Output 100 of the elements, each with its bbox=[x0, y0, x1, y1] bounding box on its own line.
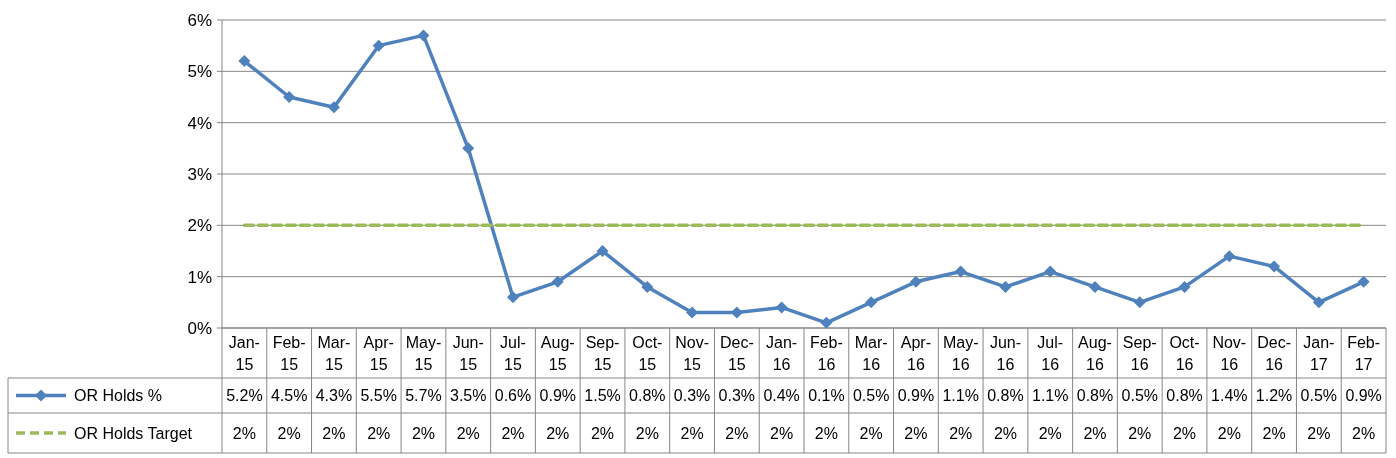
y-tick-label: 0% bbox=[187, 318, 212, 338]
data-label: 2% bbox=[814, 424, 838, 442]
point bbox=[507, 291, 519, 304]
point bbox=[283, 91, 296, 103]
data-label: 2% bbox=[1307, 424, 1331, 442]
data-label: 0.8% bbox=[987, 387, 1024, 405]
x-tick-label: Jun-16 bbox=[989, 334, 1022, 373]
data-label: 2% bbox=[456, 424, 480, 442]
x-tick-label: Feb-17 bbox=[1347, 334, 1381, 373]
data-label: 0.3% bbox=[673, 387, 711, 405]
data-label: 2% bbox=[635, 424, 659, 442]
x-tick-label: Dec-16 bbox=[1257, 334, 1291, 373]
x-tick-label: Jul-16 bbox=[1037, 334, 1064, 373]
data-label: 2% bbox=[1083, 424, 1107, 442]
data-label: 5.7% bbox=[405, 387, 442, 405]
point bbox=[1268, 260, 1281, 273]
data-label: 2% bbox=[1262, 424, 1286, 442]
y-tick-label: 3% bbox=[187, 164, 212, 184]
data-label: 0.1% bbox=[808, 387, 845, 405]
data-label: 0.8% bbox=[1166, 387, 1203, 405]
x-tick-label: Mar-16 bbox=[854, 334, 888, 373]
x-tick-label: Feb-15 bbox=[272, 334, 306, 373]
x-tick-label: Oct-15 bbox=[632, 334, 663, 373]
data-label: 2% bbox=[1352, 424, 1376, 442]
point bbox=[909, 275, 922, 288]
data-label: 5.2% bbox=[226, 387, 263, 405]
x-tick-label: Nov-16 bbox=[1212, 334, 1247, 373]
data-label: 2% bbox=[367, 424, 391, 442]
data-label: 2% bbox=[770, 424, 794, 442]
point bbox=[954, 265, 967, 278]
point bbox=[462, 142, 475, 155]
data-label: 1.1% bbox=[1032, 387, 1069, 405]
data-label: 2% bbox=[1128, 424, 1152, 442]
data-label: 0.8% bbox=[629, 387, 666, 405]
data-label: 2% bbox=[1217, 424, 1241, 442]
data-label: 0.9% bbox=[539, 387, 576, 405]
x-tick-label: Jul-15 bbox=[500, 334, 526, 373]
data-label: 0.9% bbox=[1345, 387, 1382, 405]
legend-label: OR Holds % bbox=[74, 387, 163, 405]
data-label: 2% bbox=[680, 424, 704, 442]
x-tick-label: Mar-15 bbox=[317, 334, 351, 373]
point bbox=[238, 55, 251, 68]
data-label: 0.9% bbox=[897, 387, 935, 405]
point bbox=[1133, 296, 1146, 309]
x-tick-label: Apr-16 bbox=[900, 334, 932, 373]
data-label: 2% bbox=[949, 424, 973, 442]
y-tick-label: 6% bbox=[187, 10, 212, 30]
legend-label: OR Holds Target bbox=[74, 424, 193, 442]
data-label: 1.1% bbox=[942, 387, 979, 405]
point bbox=[1312, 296, 1325, 309]
point bbox=[1357, 275, 1370, 288]
data-label: 0.6% bbox=[494, 387, 532, 405]
data-label: 2% bbox=[725, 424, 749, 442]
data-label: 1.5% bbox=[584, 387, 621, 405]
point bbox=[372, 39, 385, 52]
x-tick-label: Jun-15 bbox=[452, 334, 484, 373]
x-tick-label: Dec-15 bbox=[719, 334, 754, 373]
data-label: 2% bbox=[411, 424, 436, 442]
data-label: 0.4% bbox=[763, 387, 800, 405]
data-label: 0.3% bbox=[718, 387, 756, 405]
data-label: 2% bbox=[1038, 424, 1062, 442]
data-label: 5.5% bbox=[360, 387, 397, 405]
data-label: 0.5% bbox=[1300, 387, 1338, 405]
point bbox=[820, 316, 833, 329]
x-tick-label: Feb-16 bbox=[809, 334, 843, 373]
data-label: 2% bbox=[1172, 424, 1197, 442]
data-label: 4.5% bbox=[270, 387, 308, 405]
data-label: 2% bbox=[590, 424, 615, 442]
x-tick-label: Oct-16 bbox=[1169, 334, 1200, 373]
data-label: 2% bbox=[904, 424, 928, 442]
x-tick-label: Sep-15 bbox=[585, 334, 620, 373]
x-tick-label: Jan-16 bbox=[766, 334, 798, 373]
y-tick-label: 5% bbox=[187, 62, 212, 82]
point bbox=[1089, 280, 1101, 293]
point bbox=[596, 245, 609, 257]
data-label: 2% bbox=[277, 424, 301, 442]
data-label: 3.5% bbox=[450, 387, 487, 405]
data-label: 0.8% bbox=[1076, 387, 1114, 405]
point bbox=[1223, 250, 1236, 263]
data-label: 4.3% bbox=[315, 387, 353, 405]
x-tick-label: Aug-16 bbox=[1078, 334, 1112, 373]
point bbox=[999, 280, 1012, 293]
y-tick-label: 1% bbox=[187, 267, 212, 287]
data-label: 2% bbox=[993, 424, 1018, 442]
data-label: 1.2% bbox=[1255, 387, 1293, 405]
data-label: 0.5% bbox=[852, 387, 890, 405]
x-tick-label: Aug-15 bbox=[540, 334, 575, 373]
y-tick-label: 4% bbox=[187, 113, 212, 133]
data-label: 2% bbox=[322, 424, 346, 442]
data-label: 1.4% bbox=[1211, 387, 1248, 405]
point bbox=[1044, 265, 1057, 278]
point bbox=[1178, 280, 1191, 293]
data-label: 2% bbox=[546, 424, 570, 442]
x-tick-label: Jan-15 bbox=[228, 334, 260, 373]
point bbox=[775, 301, 788, 314]
point bbox=[551, 275, 564, 288]
x-tick-label: May-15 bbox=[405, 334, 442, 373]
data-label: 2% bbox=[501, 424, 525, 442]
data-label: 0.5% bbox=[1121, 387, 1158, 405]
x-tick-label: Sep-16 bbox=[1122, 334, 1157, 373]
